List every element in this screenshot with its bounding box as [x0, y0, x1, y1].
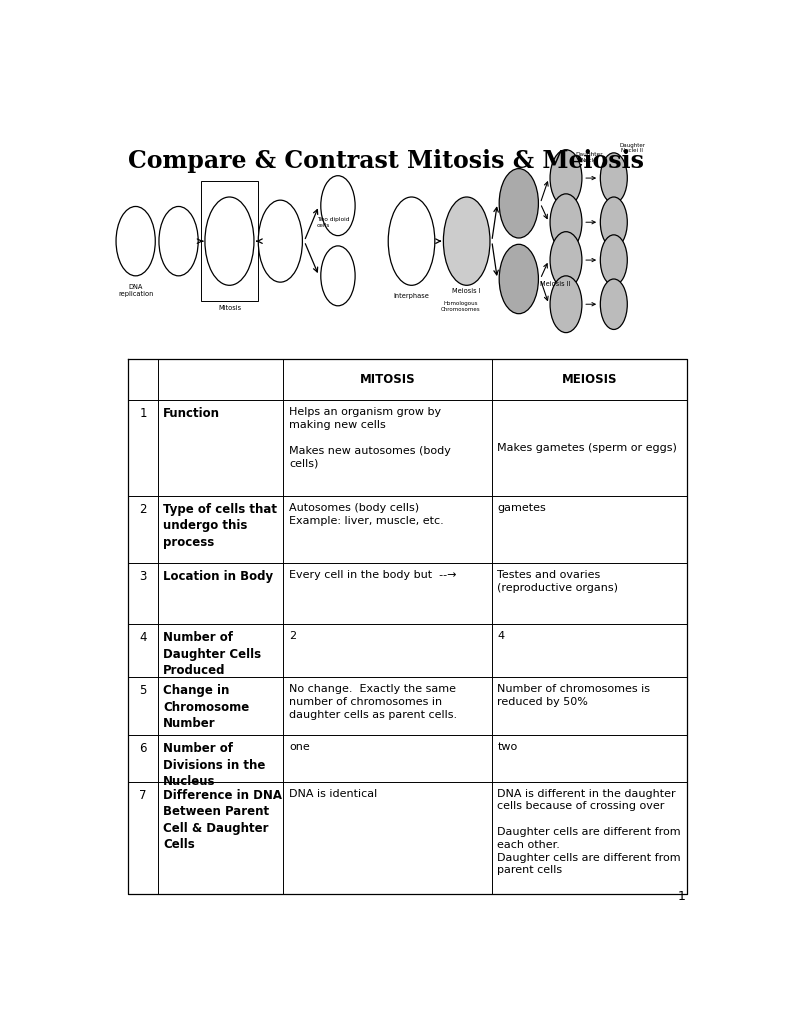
Text: MEIOSIS: MEIOSIS [562, 374, 617, 386]
Text: DNA is different in the daughter
cells because of crossing over

Daughter cells : DNA is different in the daughter cells b… [498, 788, 681, 876]
Text: Autosomes (body cells)
Example: liver, muscle, etc.: Autosomes (body cells) Example: liver, m… [289, 503, 444, 525]
Text: 6: 6 [139, 742, 147, 756]
Text: 7: 7 [139, 788, 147, 802]
Text: 1: 1 [139, 408, 147, 421]
Text: No change.  Exactly the same
number of chromosomes in
daughter cells as parent c: No change. Exactly the same number of ch… [289, 684, 457, 720]
Text: one: one [289, 742, 309, 753]
Ellipse shape [259, 200, 302, 283]
Text: 1: 1 [677, 891, 685, 903]
Text: Function: Function [163, 408, 220, 421]
Ellipse shape [550, 150, 582, 207]
Text: DNA is identical: DNA is identical [289, 788, 377, 799]
Text: 2: 2 [289, 631, 296, 641]
Text: DNA
replication: DNA replication [118, 284, 153, 297]
Text: gametes: gametes [498, 503, 546, 513]
Ellipse shape [600, 234, 627, 286]
Text: Number of
Daughter Cells
Produced: Number of Daughter Cells Produced [163, 631, 261, 677]
Text: Number of
Divisions in the
Nucleus: Number of Divisions in the Nucleus [163, 742, 266, 788]
Text: Two diploid
cells: Two diploid cells [317, 217, 350, 227]
Ellipse shape [205, 197, 254, 286]
Ellipse shape [600, 197, 627, 248]
Text: Meiosis II: Meiosis II [540, 281, 571, 287]
Ellipse shape [321, 176, 355, 236]
Text: 4: 4 [139, 631, 147, 644]
Ellipse shape [550, 275, 582, 333]
Text: MITOSIS: MITOSIS [360, 374, 415, 386]
Ellipse shape [550, 231, 582, 289]
Ellipse shape [499, 169, 539, 238]
Bar [201, 181, 258, 301]
Ellipse shape [159, 207, 199, 275]
Text: 3: 3 [139, 569, 146, 583]
Ellipse shape [499, 245, 539, 313]
Text: Every cell in the body but  --→: Every cell in the body but --→ [289, 569, 456, 580]
Ellipse shape [444, 197, 490, 286]
Text: Helps an organism grow by
making new cells

Makes new autosomes (body
cells): Helps an organism grow by making new cel… [289, 408, 451, 469]
Text: Interphase: Interphase [394, 293, 430, 299]
Ellipse shape [550, 194, 582, 251]
Ellipse shape [321, 246, 355, 306]
Text: Compare & Contrast Mitosis & Meiosis: Compare & Contrast Mitosis & Meiosis [128, 148, 645, 173]
Text: Number of chromosomes is
reduced by 50%: Number of chromosomes is reduced by 50% [498, 684, 650, 708]
Text: Difference in DNA
Between Parent
Cell & Daughter
Cells: Difference in DNA Between Parent Cell & … [163, 788, 282, 851]
Ellipse shape [600, 279, 627, 330]
Text: Daughter
Nuclei II: Daughter Nuclei II [619, 142, 645, 154]
Ellipse shape [388, 197, 435, 286]
Text: Daughter
Nuclei: Daughter Nuclei [576, 152, 603, 163]
Text: Meiosis I: Meiosis I [452, 289, 481, 295]
Text: 2: 2 [139, 503, 147, 516]
Text: Change in
Chromosome
Number: Change in Chromosome Number [163, 684, 249, 730]
Text: Makes gametes (sperm or eggs): Makes gametes (sperm or eggs) [498, 443, 677, 453]
Text: Mitosis: Mitosis [218, 305, 241, 311]
Text: Testes and ovaries
(reproductive organs): Testes and ovaries (reproductive organs) [498, 569, 619, 593]
Text: Type of cells that
undergo this
process: Type of cells that undergo this process [163, 503, 277, 549]
Text: 4: 4 [498, 631, 505, 641]
Text: Location in Body: Location in Body [163, 569, 274, 583]
Ellipse shape [116, 207, 155, 275]
Text: two: two [498, 742, 517, 753]
Ellipse shape [600, 153, 627, 204]
Text: Homologous
Chromosomes: Homologous Chromosomes [441, 301, 480, 312]
Text: 5: 5 [139, 684, 146, 697]
